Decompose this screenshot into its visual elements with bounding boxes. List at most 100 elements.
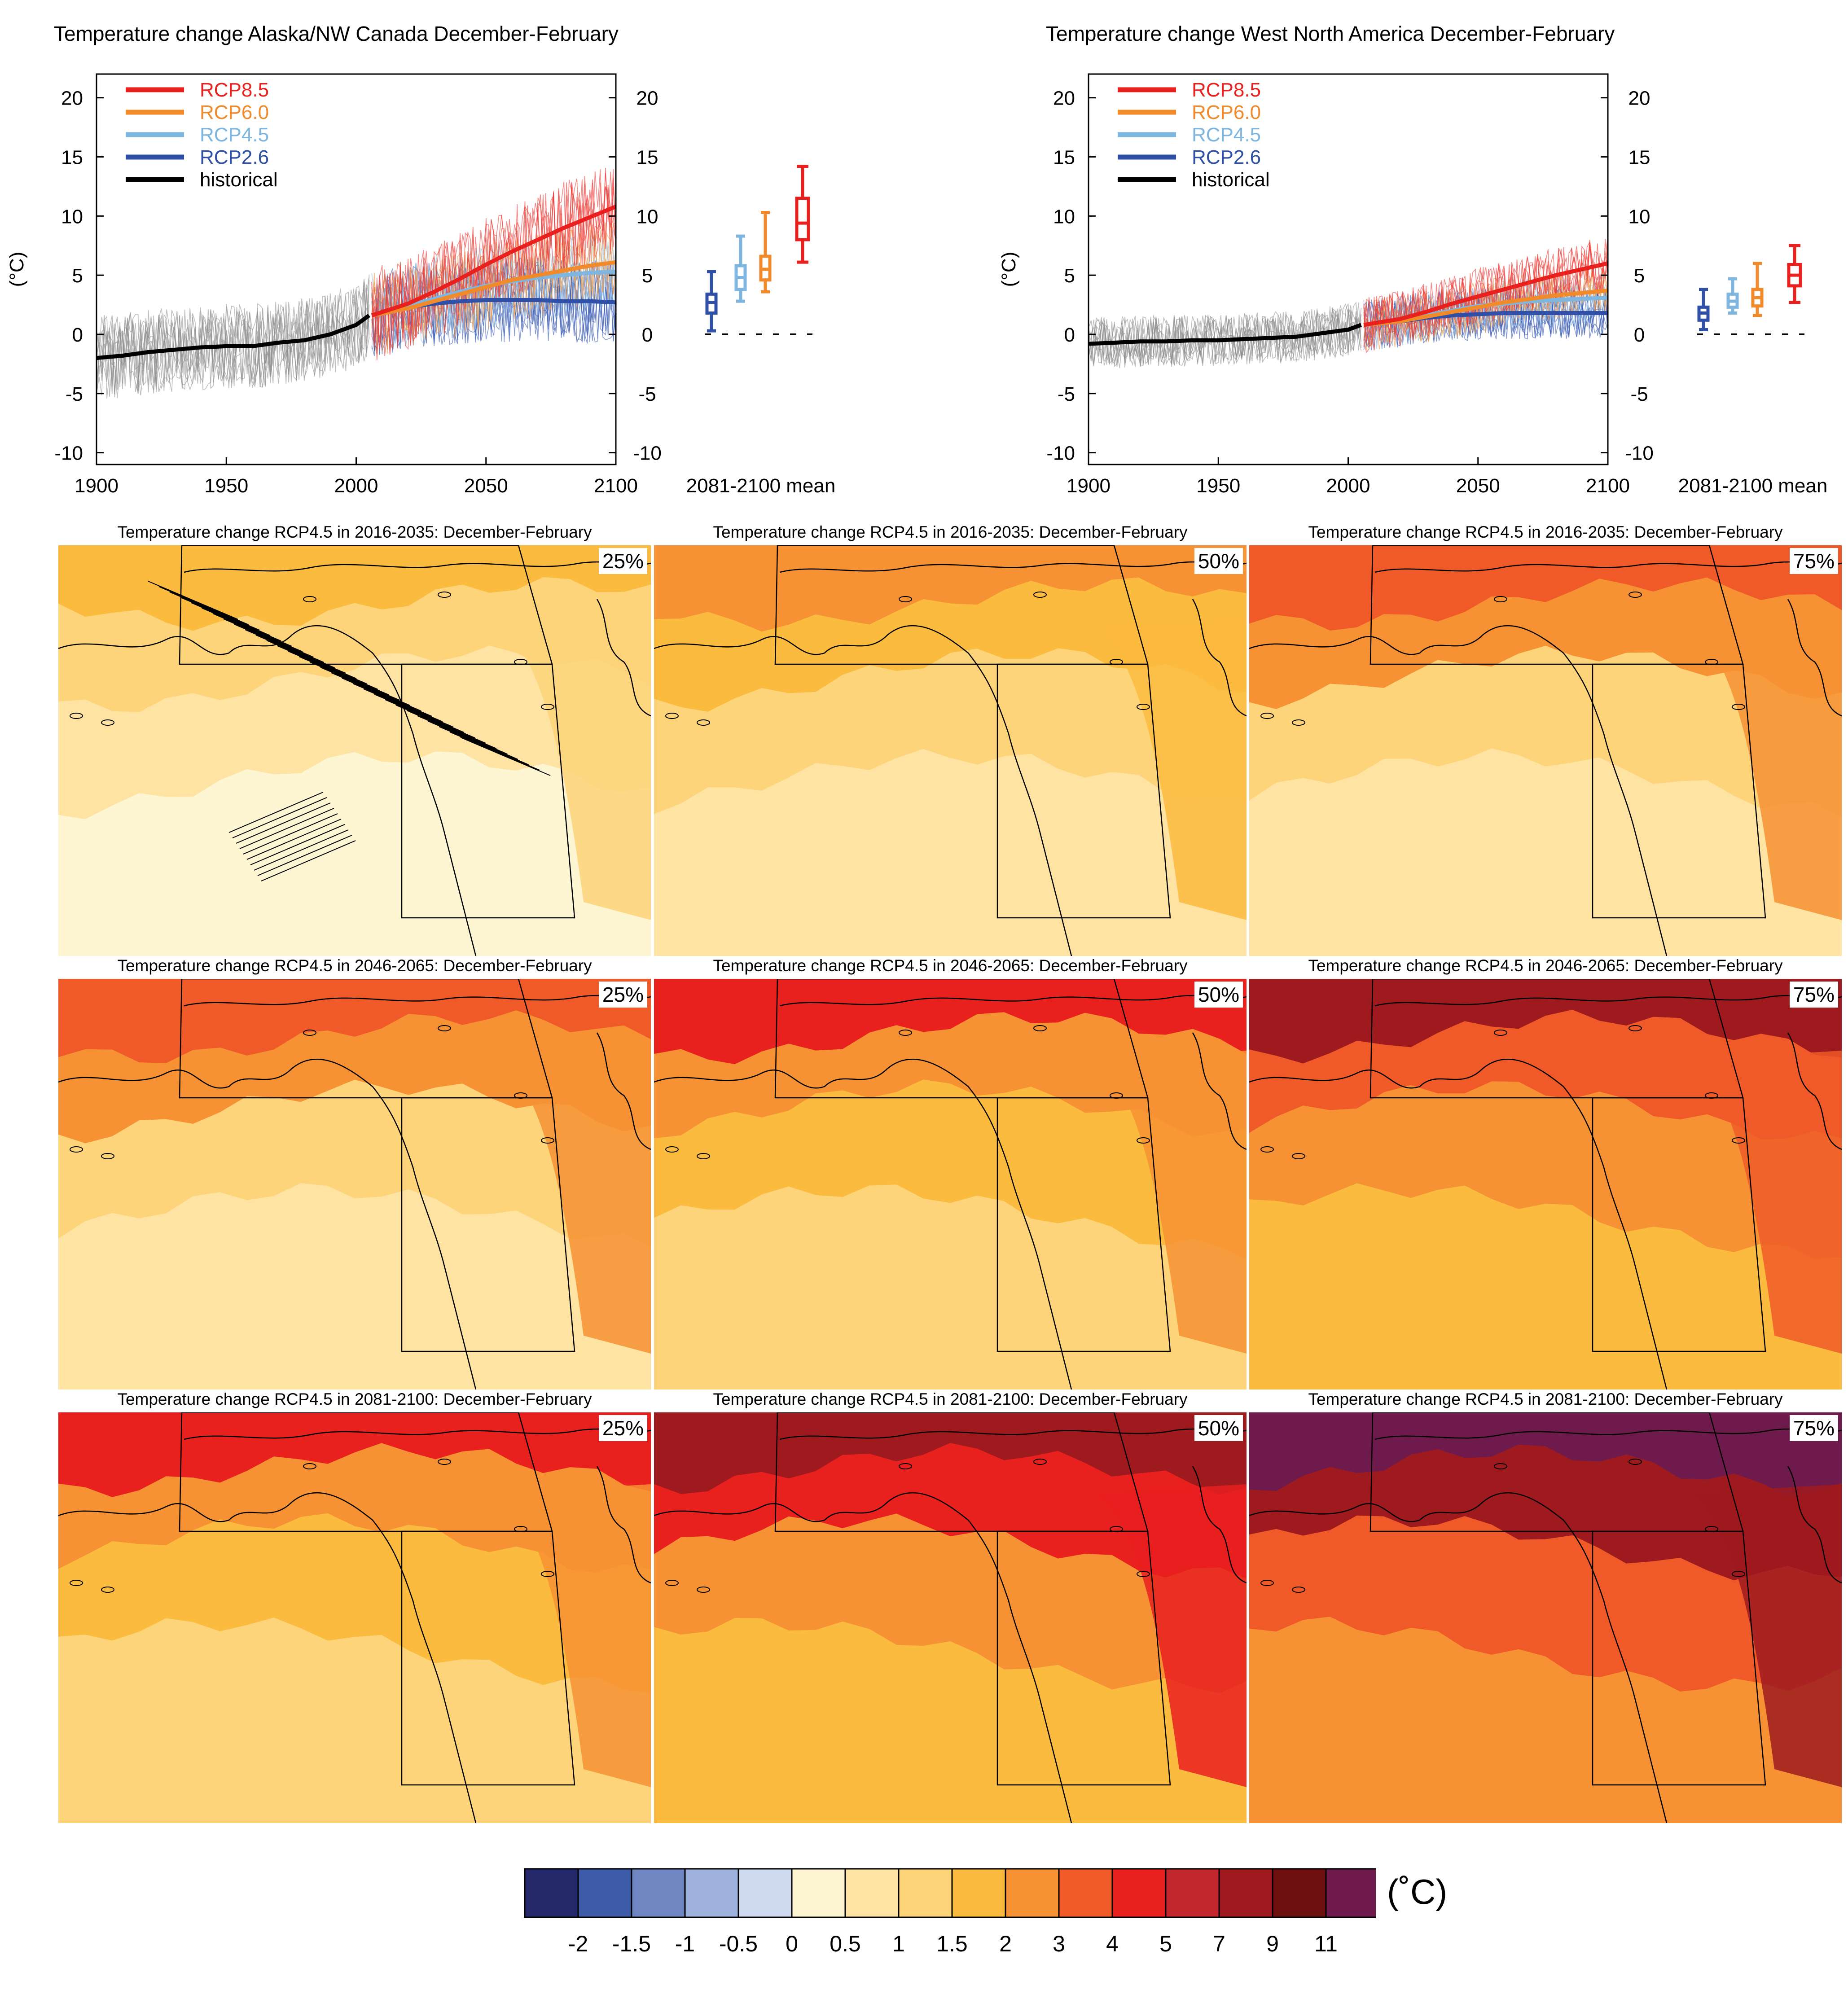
coastline [1787,1032,1842,1150]
y-tick-label-left: 0 [72,324,83,346]
historical-model-line [96,279,370,398]
hatch-line [352,683,443,722]
coastline [779,561,1247,573]
island [1033,1459,1047,1465]
hatch-line [331,672,421,711]
colorbar-swatch [1165,1868,1220,1918]
island [899,596,912,602]
map-band [1249,545,1842,631]
map-field [58,979,651,1389]
island [438,1025,451,1031]
percentile-label: 50% [1194,1415,1243,1441]
series-line-rcp60 [1363,289,1608,327]
island [303,596,316,602]
hatch-line [236,802,331,844]
island [101,1587,114,1593]
map-title: Temperature change RCP4.5 in 2016-2035: … [713,523,1188,541]
island [101,719,114,726]
colorbar-swatch [1272,1868,1327,1918]
scenario-model-line [371,168,616,350]
boxplot-rcp60 [759,210,772,294]
x-tick-label: 1950 [204,475,248,497]
y-tick-label-right: -5 [1630,383,1648,405]
island [541,704,554,710]
map-band [1694,1484,1842,1787]
map-title: Temperature change RCP4.5 in 2046-2065: … [713,956,1188,975]
map-field [58,545,651,956]
region-box-wna [996,663,1171,919]
colorbar-label: 9 [1266,1931,1279,1956]
island [438,592,451,598]
x-tick-label: 2100 [594,475,638,497]
coastline [184,995,651,1007]
hatch-line [309,662,400,701]
island [1137,1137,1150,1144]
map-field [654,545,1247,956]
legend-label: RCP8.5 [200,79,269,101]
historical-model-line [1088,302,1362,366]
map-field [1249,979,1842,1389]
y-tick-label-left: 10 [61,206,83,228]
y-axis-label: (°C) [6,252,28,287]
coastline [1249,1492,1668,1823]
boxplot-axis-label: 2081-2100 mean [686,475,836,497]
x-tick-label: 1900 [1067,475,1111,497]
island [70,713,83,719]
map-title: Temperature change RCP4.5 in 2016-2035: … [1308,523,1783,541]
hatch-line [449,732,540,771]
boxplot-rcp45 [734,234,747,303]
coastline [1192,599,1247,717]
hatch-line [342,678,432,717]
y-tick-label-left: 10 [1053,206,1075,228]
island [1629,592,1642,598]
coastline [58,625,477,956]
map-band [58,1412,651,1497]
boxplot-rcp60 [1751,262,1764,317]
hatch-line [428,721,518,760]
timeseries-panel-alaska: Temperature change Alaska/NW Canada Dece… [0,0,916,507]
colorbar-swatch [1058,1868,1113,1918]
y-tick-label-left: 15 [1053,147,1075,169]
hatch-line [254,829,349,871]
series-line-rcp85 [1363,261,1609,327]
region-box-wna [1592,663,1766,919]
coastline [1787,1466,1842,1584]
island [1137,704,1150,710]
island [1260,1580,1274,1586]
island [438,1459,451,1465]
island [1732,1137,1745,1144]
island [899,1463,912,1469]
map-band [1694,617,1842,920]
island [665,713,679,719]
colorbar-label: 0.5 [830,1931,861,1956]
colorbar-label: 1 [892,1931,905,1956]
coastline [184,561,651,573]
hatch-line [234,624,325,663]
y-tick-label-right: 20 [636,88,658,110]
colorbar-swatch [524,1868,579,1918]
legend-label: RCP2.6 [1192,146,1261,168]
hatch-line [255,635,346,674]
y-tick-label-left: 5 [1064,265,1075,287]
hatch-line [277,645,368,684]
coastline [596,599,651,717]
hatch-line [261,840,356,881]
hatch-line [460,737,551,776]
legend-label: RCP4.5 [200,124,269,146]
coastline [1374,561,1842,573]
island [1260,1146,1274,1153]
map-band [503,1051,651,1354]
island [1292,719,1305,726]
map-band [654,545,1247,632]
hatch-line [243,813,338,855]
coastline [654,1492,1072,1823]
y-tick-label-right: 5 [1634,265,1645,287]
map-field [1249,545,1842,956]
scenario-model-line [371,186,616,345]
y-tick-label-left: -10 [1046,443,1075,465]
coastline [596,1032,651,1150]
map-title: Temperature change RCP4.5 in 2046-2065: … [1308,956,1783,975]
coastline [654,1058,1072,1389]
y-tick-label-right: 0 [1634,324,1645,346]
hatch-line [417,715,508,754]
